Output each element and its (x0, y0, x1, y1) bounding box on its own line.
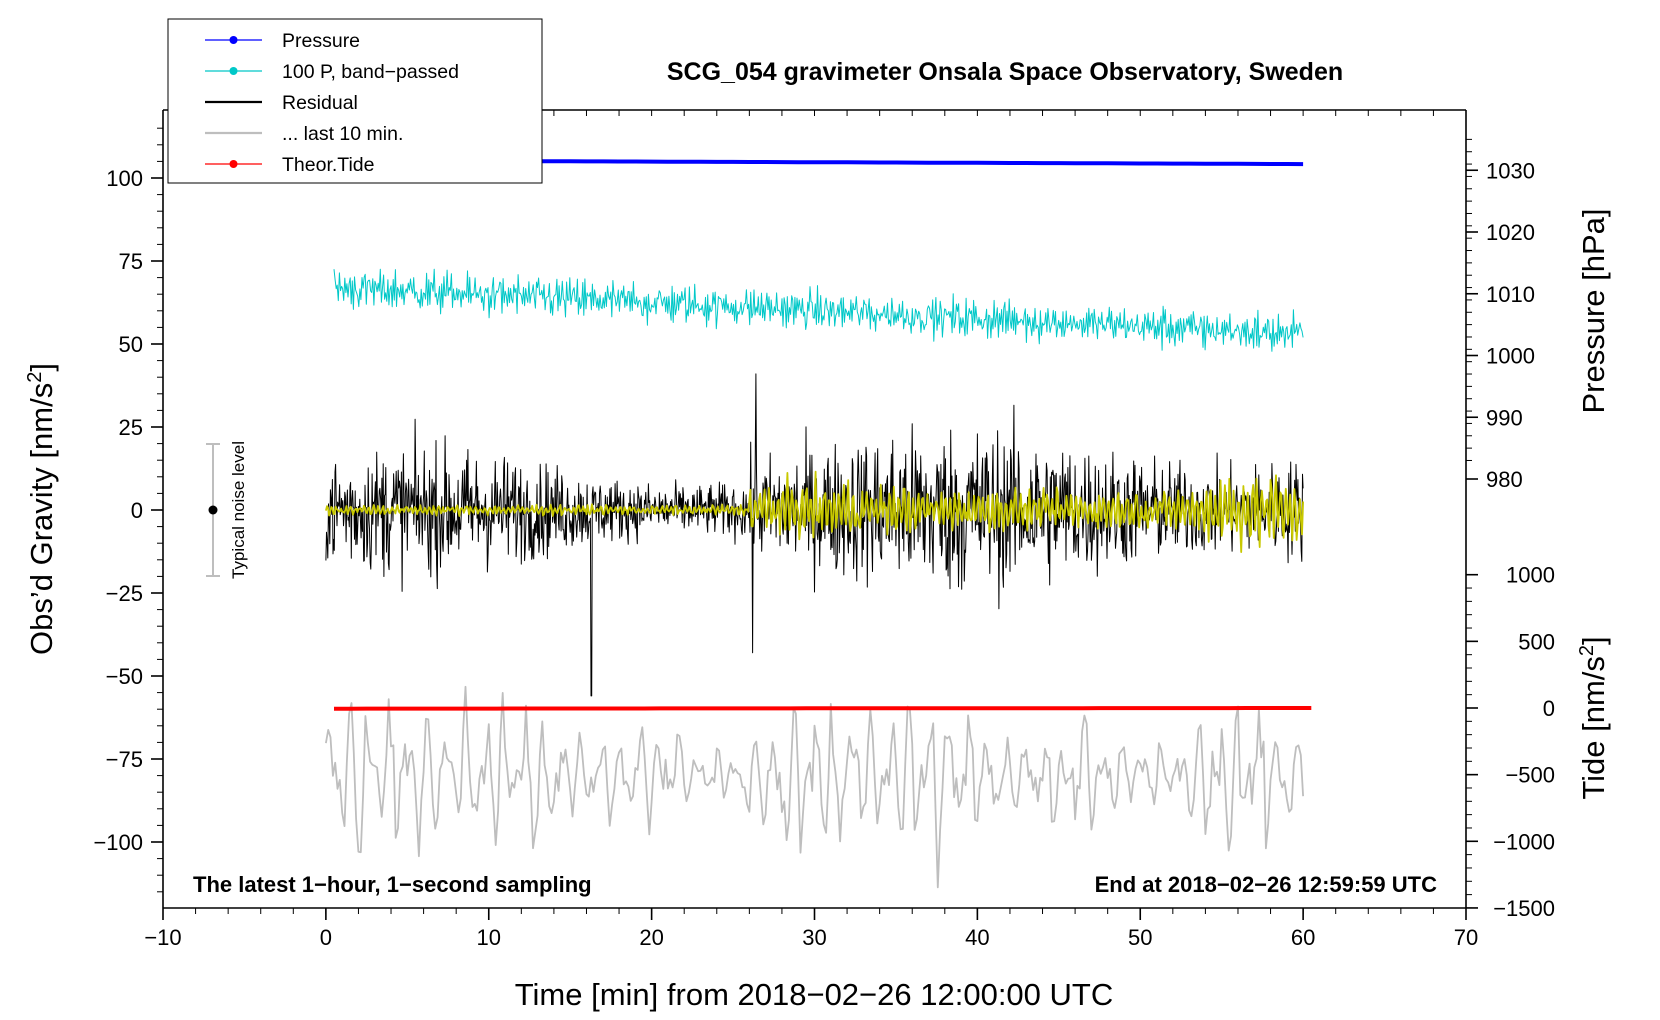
y-axis-label-tide: Tide [nm/s2] (1576, 636, 1611, 799)
noise-level-indicator: Typical noise level (206, 441, 248, 579)
y-tick-label-pressure: 980 (1486, 467, 1523, 492)
legend-label: Theor.Tide (282, 154, 375, 176)
legend-entry: Residual (205, 92, 358, 114)
y-tick-label-left: 25 (119, 415, 143, 440)
legend-label: Pressure (282, 30, 360, 52)
legend-entry: Theor.Tide (205, 154, 375, 176)
x-tick-label: 70 (1454, 925, 1478, 950)
y-tick-label-tide: −1500 (1493, 896, 1555, 921)
chart-title: SCG_054 gravimeter Onsala Space Observat… (667, 58, 1343, 86)
series-theor-tide (334, 706, 1312, 711)
y-tick-label-tide: 1000 (1506, 563, 1555, 588)
x-tick-label: 10 (477, 925, 501, 950)
noise-level-label: Typical noise level (229, 441, 248, 579)
y-tick-label-tide: 500 (1518, 629, 1555, 654)
x-axis-label: Time [min] from 2018−02−26 12:00:00 UTC (515, 977, 1114, 1012)
x-tick-label: 40 (965, 925, 989, 950)
y-axis-label-left: Obs’d Gravity [nm/s2] (24, 363, 59, 655)
legend-label: Residual (282, 92, 358, 114)
y-tick-label-left: −75 (106, 747, 143, 772)
y-tick-label-pressure: 1000 (1486, 344, 1535, 369)
x-tick-label: 20 (639, 925, 663, 950)
y-tick-label-tide: −500 (1505, 763, 1555, 788)
y-tick-label-left: 100 (106, 166, 143, 191)
x-tick-label: 60 (1291, 925, 1315, 950)
ticks-layer: −10 0 10 20 30 40 50 60 701007550250−25−50−75−10… (93, 110, 1555, 950)
series-band-passed-pressure (333, 268, 1304, 352)
y-tick-label-left: −100 (93, 830, 143, 855)
x-tick-label: 30 (802, 925, 826, 950)
x-tick-label: 0 (320, 925, 332, 950)
y-tick-label-tide: −1000 (1493, 829, 1555, 854)
annotation-end-time: End at 2018−02−26 12:59:59 UTC (1095, 872, 1438, 897)
x-tick-label: −10 (144, 925, 181, 950)
y-tick-label-left: −25 (106, 581, 143, 606)
legend-entry: Pressure (205, 30, 360, 52)
y-tick-label-pressure: 990 (1486, 405, 1523, 430)
series-residual (325, 373, 1304, 697)
y-tick-label-left: 75 (119, 249, 143, 274)
legend: Pressure 100 P, band−passed Residual ... la… (167, 18, 543, 184)
legend-swatch-marker (229, 160, 238, 168)
y-tick-label-pressure: 1010 (1486, 282, 1535, 307)
y-tick-label-pressure: 1030 (1486, 158, 1535, 183)
annotation-sampling: The latest 1−hour, 1−second sampling (193, 872, 592, 897)
legend-entry: ... last 10 min. (205, 123, 403, 145)
legend-swatch-marker (229, 67, 238, 75)
legend-swatch-marker (229, 36, 238, 44)
legend-label: 100 P, band−passed (282, 61, 459, 83)
y-tick-label-left: 50 (119, 332, 143, 357)
series-layer (325, 158, 1312, 889)
legend-entry: 100 P, band−passed (205, 61, 459, 83)
y-tick-label-left: −50 (106, 664, 143, 689)
x-tick-label: 50 (1128, 925, 1152, 950)
series-last-10-min (325, 685, 1304, 889)
y-tick-label-tide: 0 (1543, 696, 1555, 721)
y-tick-label-left: 0 (131, 498, 143, 523)
y-axis-label-pressure: Pressure [hPa] (1576, 208, 1611, 413)
y-tick-label-pressure: 1020 (1486, 220, 1535, 245)
noise-bar-dot (208, 505, 218, 515)
series-residual-smoothed (325, 470, 1304, 553)
legend-label: ... last 10 min. (282, 123, 403, 145)
